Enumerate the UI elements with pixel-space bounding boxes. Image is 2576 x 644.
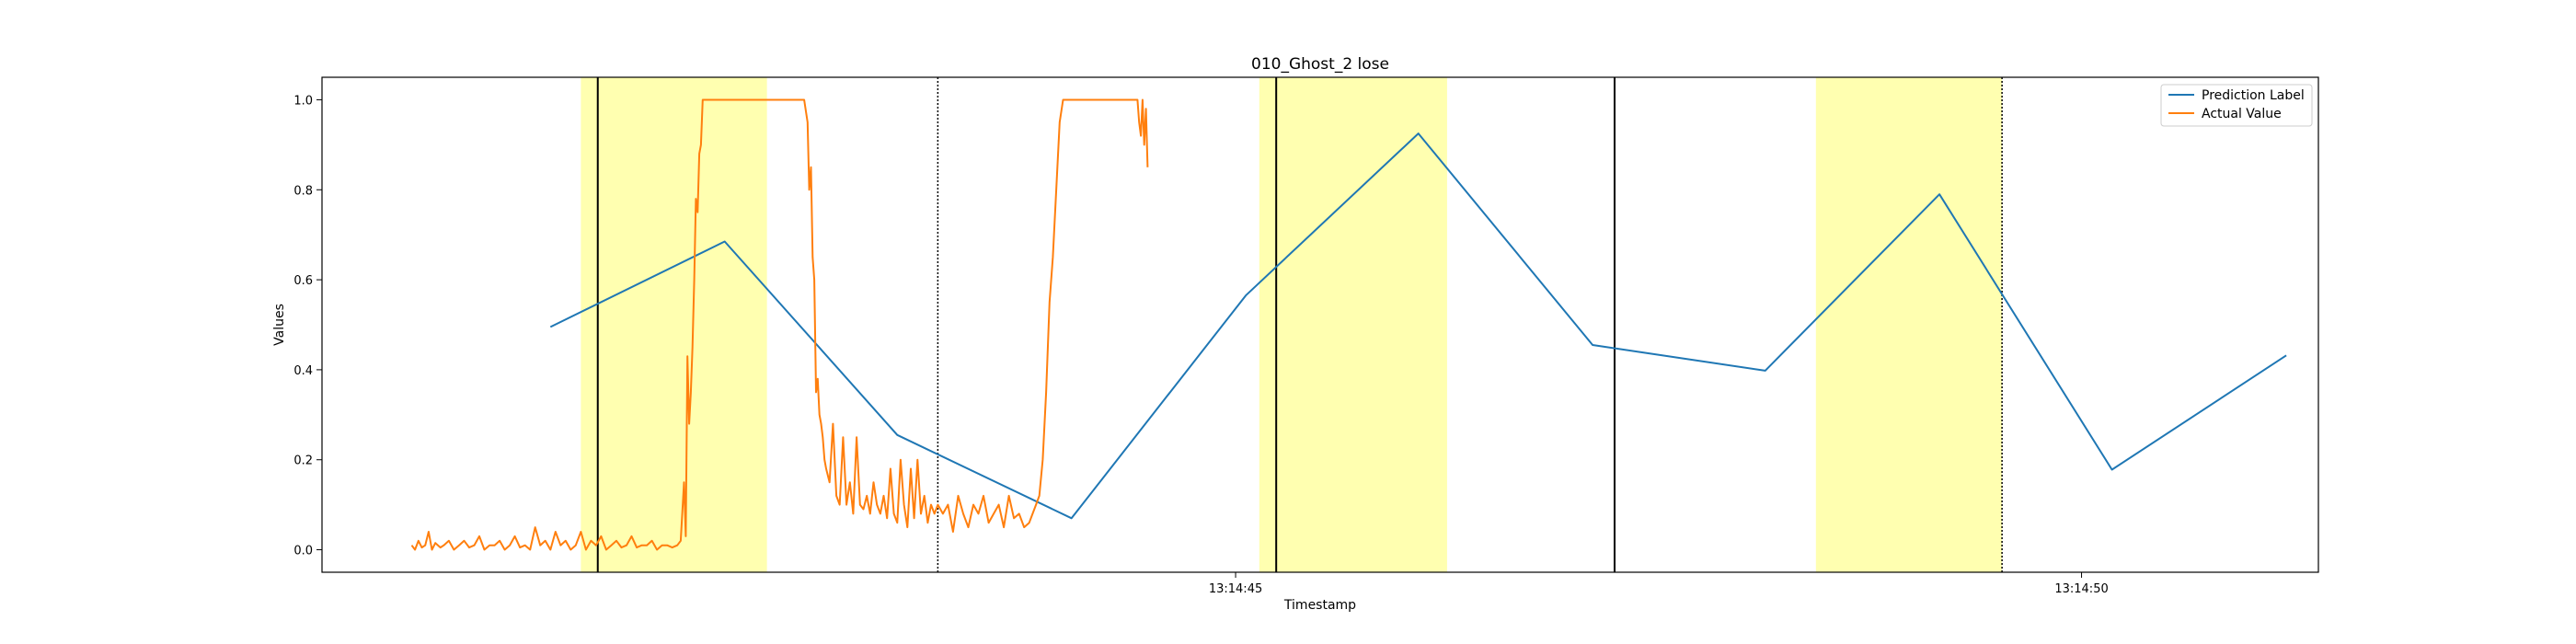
legend: Prediction Label Actual Value (2160, 84, 2313, 127)
x-tick-label: 13:14:50 (2054, 582, 2108, 596)
x-axis-ticks: 13:14:45 13:14:50 (1209, 572, 2109, 596)
y-tick-label: 0.2 (293, 454, 313, 468)
y-axis-label: Values (272, 304, 287, 346)
series-lines (410, 98, 2287, 551)
legend-label-prediction-label: Prediction Label (2202, 88, 2305, 103)
vertical-lines (596, 77, 2003, 572)
x-axis-label: Timestamp (1283, 598, 1356, 613)
y-axis-ticks: 0.0 0.2 0.4 0.6 0.8 1.0 (293, 94, 322, 558)
x-tick-label: 13:14:45 (1209, 582, 1262, 596)
highlight-region-2 (1259, 77, 1447, 572)
highlight-regions (581, 77, 2003, 572)
y-tick-label: 0.8 (293, 184, 313, 198)
y-tick-label: 1.0 (293, 94, 313, 108)
plot-frame (321, 76, 2319, 573)
y-tick-label: 0.0 (293, 545, 313, 558)
legend-label-actual-value: Actual Value (2202, 107, 2282, 121)
y-tick-label: 0.6 (293, 274, 313, 288)
series-line-actual-value (410, 98, 1149, 551)
y-tick-label: 0.4 (293, 364, 313, 378)
highlight-region-3 (1815, 77, 2003, 572)
chart-title: 010_Ghost_2 lose (1251, 55, 1389, 74)
highlight-region-1 (581, 77, 767, 572)
series-line-prediction-label (549, 132, 2287, 520)
legend-box (2160, 84, 2313, 127)
